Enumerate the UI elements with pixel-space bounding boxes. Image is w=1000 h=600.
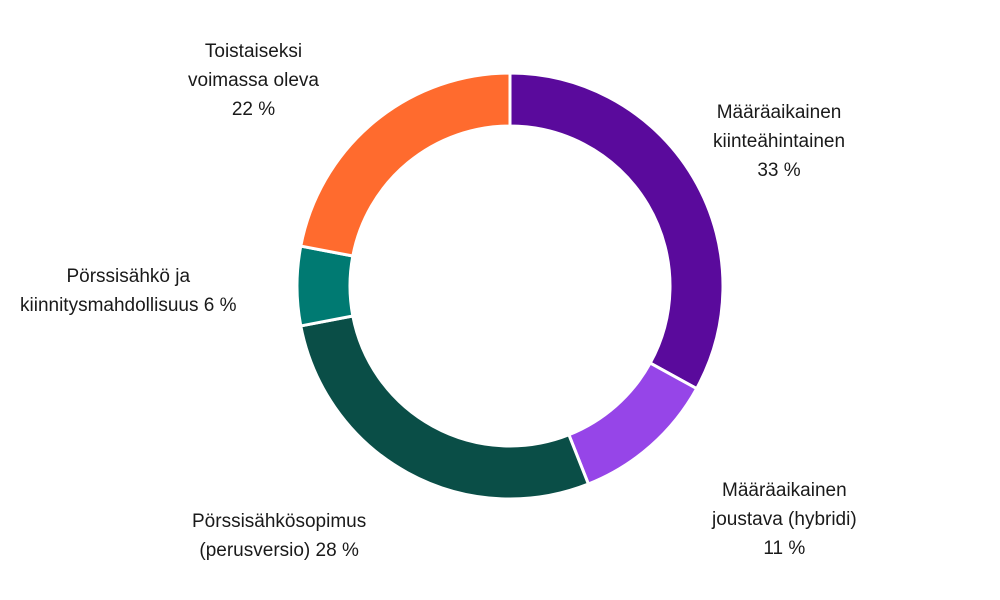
- label-line: joustava (hybridi): [712, 509, 857, 530]
- label-line: Määräaikainen: [716, 102, 842, 123]
- label-line: Pörssisähkö ja: [66, 266, 191, 287]
- label-line: kiinnitysmahdollisuus 6 %: [20, 295, 237, 316]
- label-porssisahko-kiinnitys: Pörssisähkö ja kiinnitysmahdollisuus 6 %: [20, 262, 237, 320]
- label-maaraaikainen-joustava: Määräaikainen joustava (hybridi) 11 %: [712, 476, 857, 563]
- label-line: Pörssisähkösopimus: [192, 511, 367, 532]
- label-line: Määräaikainen: [722, 480, 847, 501]
- donut-slice: [299, 71, 512, 258]
- label-line: 33 %: [757, 160, 801, 181]
- label-line: Toistaiseksi: [204, 41, 303, 62]
- donut-slice: [295, 244, 355, 328]
- donut-slice: [299, 314, 591, 501]
- slices-group: [295, 71, 725, 501]
- label-porssisahkosopimus: Pörssisähkösopimus (perusversio) 28 %: [192, 507, 366, 565]
- label-toistaiseksi-voimassa: Toistaiseksi voimassa oleva 22 %: [188, 37, 319, 124]
- donut-slice: [508, 71, 725, 391]
- label-line: voimassa oleva: [188, 70, 319, 91]
- label-line: 22 %: [231, 99, 276, 120]
- label-line: 11 %: [763, 538, 806, 559]
- label-line: (perusversio) 28 %: [199, 540, 359, 561]
- donut-slice: [566, 361, 699, 486]
- label-maaraaikainen-kiinteahintainen: Määräaikainen kiinteähintainen 33 %: [713, 98, 845, 185]
- label-line: kiinteähintainen: [713, 131, 846, 152]
